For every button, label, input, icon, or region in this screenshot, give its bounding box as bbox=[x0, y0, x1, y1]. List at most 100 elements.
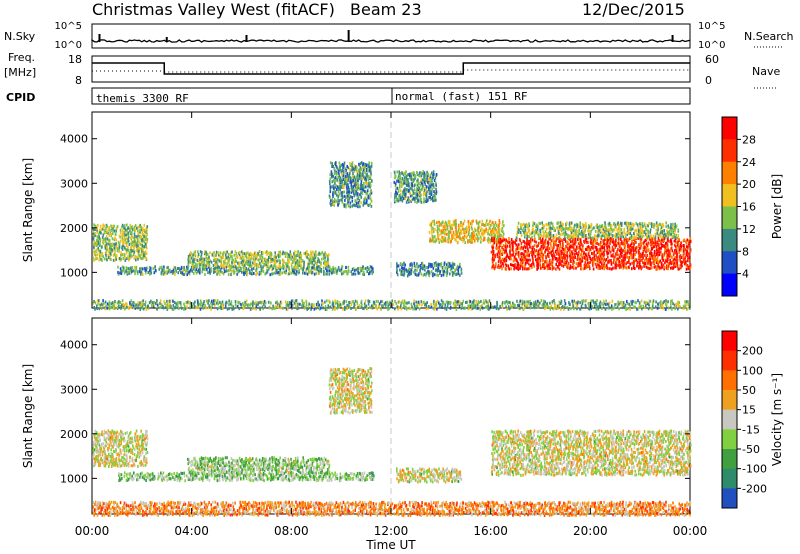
data-cell bbox=[600, 240, 602, 244]
data-cell bbox=[494, 221, 497, 225]
data-cell bbox=[287, 258, 289, 262]
data-cell bbox=[571, 250, 573, 254]
data-cell bbox=[655, 228, 658, 232]
data-cell bbox=[640, 304, 642, 308]
data-cell bbox=[210, 266, 212, 270]
data-cell bbox=[139, 247, 142, 251]
data-cell bbox=[363, 302, 366, 306]
data-cell bbox=[121, 299, 124, 303]
data-cell bbox=[566, 254, 569, 258]
data-cell bbox=[493, 223, 495, 227]
data-cell bbox=[256, 271, 258, 275]
data-cell bbox=[334, 176, 337, 180]
data-cell bbox=[441, 231, 443, 235]
data-cell bbox=[137, 232, 140, 236]
data-cell bbox=[522, 227, 525, 231]
data-cell bbox=[249, 269, 251, 273]
data-cell bbox=[291, 303, 294, 307]
data-cell bbox=[110, 306, 112, 310]
data-cell bbox=[201, 266, 204, 270]
data-cell bbox=[591, 305, 594, 309]
data-cell bbox=[492, 264, 495, 267]
data-cell bbox=[549, 307, 552, 311]
data-cell bbox=[265, 261, 267, 264]
data-cell bbox=[242, 264, 245, 268]
data-cell bbox=[112, 258, 115, 262]
data-cell bbox=[327, 254, 329, 258]
data-cell bbox=[498, 240, 500, 244]
data-cell bbox=[539, 222, 542, 225]
data-cell bbox=[687, 302, 690, 306]
data-cell bbox=[496, 232, 499, 236]
data-cell bbox=[533, 244, 536, 247]
data-cell bbox=[599, 265, 602, 269]
data-cell bbox=[312, 266, 314, 270]
data-cell bbox=[366, 266, 369, 269]
data-cell bbox=[139, 229, 141, 232]
data-cell bbox=[594, 257, 596, 261]
data-cell bbox=[678, 237, 680, 241]
data-cell bbox=[457, 228, 460, 232]
data-cell bbox=[182, 273, 185, 276]
data-cell bbox=[362, 265, 364, 269]
data-cell bbox=[347, 269, 350, 273]
data-cell bbox=[106, 237, 109, 241]
data-cell bbox=[610, 261, 613, 265]
data-cell bbox=[446, 269, 449, 273]
data-cell bbox=[621, 240, 623, 244]
data-cell bbox=[499, 251, 502, 255]
data-cell bbox=[127, 231, 130, 235]
data-cell bbox=[579, 301, 581, 305]
data-cell bbox=[482, 228, 485, 232]
data-cell bbox=[167, 265, 169, 269]
data-cell bbox=[584, 228, 586, 232]
data-cell bbox=[248, 255, 250, 259]
data-cell bbox=[110, 224, 112, 228]
data-cell bbox=[610, 232, 612, 236]
data-cell bbox=[350, 270, 353, 274]
data-cell bbox=[144, 268, 147, 272]
data-cell bbox=[597, 249, 600, 253]
data-cell bbox=[470, 238, 473, 242]
data-cell bbox=[577, 255, 580, 259]
data-cell bbox=[206, 299, 209, 303]
data-cell bbox=[585, 299, 587, 303]
data-cell bbox=[183, 302, 185, 306]
data-cell bbox=[462, 239, 464, 243]
data-cell bbox=[222, 262, 225, 266]
data-cell bbox=[352, 185, 355, 189]
data-cell bbox=[654, 236, 657, 240]
data-cell bbox=[305, 269, 307, 273]
data-cell bbox=[305, 300, 308, 304]
data-cell bbox=[205, 256, 208, 260]
data-cell bbox=[125, 233, 128, 237]
data-cell bbox=[135, 226, 138, 230]
data-cell bbox=[372, 270, 374, 274]
data-cell bbox=[133, 232, 136, 236]
data-cell bbox=[225, 265, 227, 269]
data-cell bbox=[202, 259, 205, 263]
data-cell bbox=[222, 272, 225, 276]
data-cell bbox=[476, 303, 479, 307]
data-cell bbox=[103, 257, 106, 261]
data-cell bbox=[427, 272, 430, 276]
data-cell bbox=[99, 249, 102, 253]
data-cell bbox=[279, 304, 281, 308]
data-cell bbox=[251, 253, 254, 257]
data-cell bbox=[619, 229, 621, 233]
data-cell bbox=[430, 302, 432, 306]
data-cell bbox=[508, 267, 511, 271]
data-cell bbox=[649, 299, 652, 303]
data-cell bbox=[199, 262, 202, 266]
data-cell bbox=[557, 257, 559, 261]
data-cell bbox=[459, 224, 462, 227]
data-cell bbox=[626, 261, 628, 264]
data-cell bbox=[531, 235, 533, 239]
data-cell bbox=[437, 233, 439, 237]
data-cell bbox=[334, 179, 336, 182]
data-cell bbox=[491, 220, 494, 224]
data-cell bbox=[575, 234, 577, 238]
data-cell bbox=[98, 258, 101, 262]
data-cell bbox=[167, 270, 170, 274]
data-cell bbox=[107, 242, 110, 246]
